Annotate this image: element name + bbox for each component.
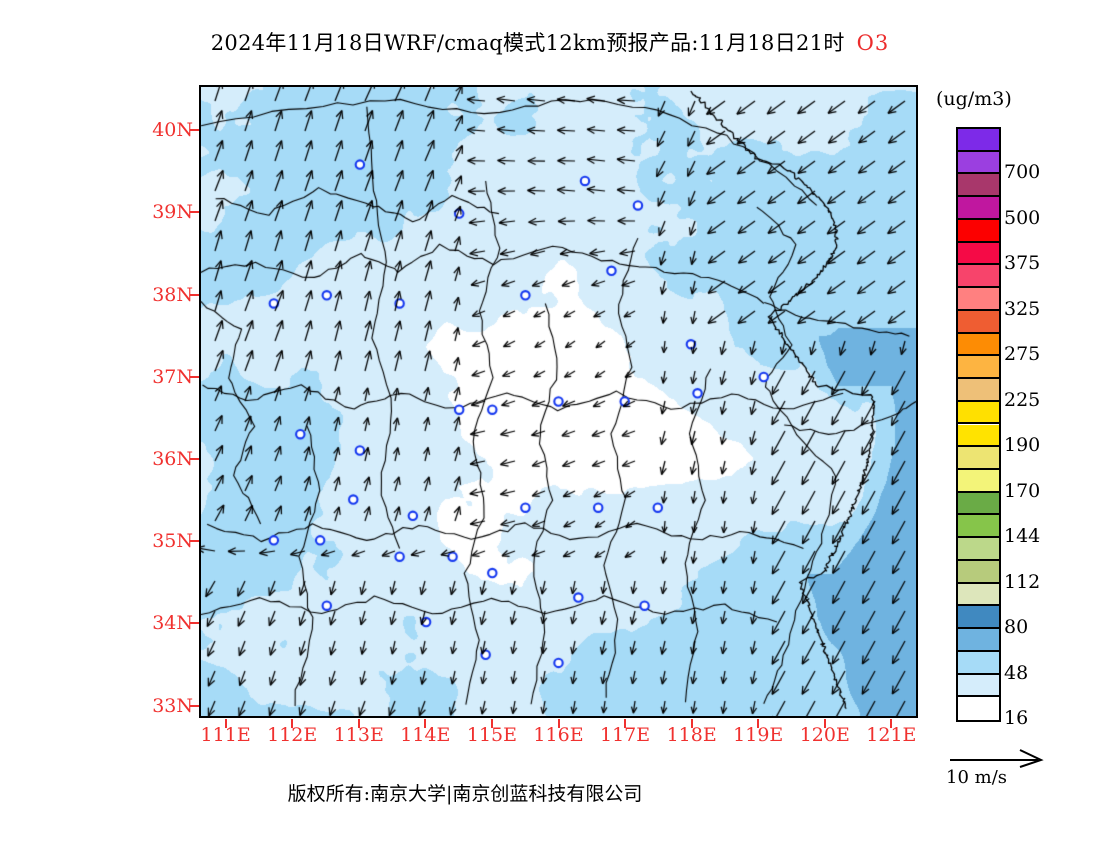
longitude-tick-label: 118E	[666, 724, 717, 746]
latitude-tick-label: 35N	[152, 530, 193, 553]
colorbar-tick-label: 144	[1004, 525, 1041, 548]
latitude-tick-mark	[190, 129, 199, 132]
colorbar-cell[interactable]	[958, 151, 999, 175]
longitude-tick-mark	[624, 719, 627, 728]
colorbar-tick-label: 500	[1004, 206, 1041, 229]
colorbar[interactable]	[956, 127, 1001, 722]
colorbar-cell[interactable]	[958, 310, 999, 334]
longitude-tick-label: 115E	[466, 724, 517, 746]
colorbar-cell[interactable]	[958, 515, 999, 539]
colorbar-cell[interactable]	[958, 492, 999, 516]
longitude-tick-mark	[490, 719, 493, 728]
latitude-tick-mark	[190, 540, 199, 543]
colorbar-cell[interactable]	[958, 219, 999, 243]
colorbar-tick-label: 16	[1004, 707, 1029, 729]
copyright-footer: 版权所有:南京大学|南京创蓝科技有限公司	[287, 783, 643, 805]
colorbar-tick-label: 48	[1004, 661, 1029, 684]
colorbar-cell[interactable]	[958, 424, 999, 448]
colorbar-cell[interactable]	[958, 583, 999, 607]
colorbar-cell[interactable]	[958, 174, 999, 198]
latitude-tick-label: 33N	[152, 694, 193, 717]
colorbar-cell[interactable]	[958, 629, 999, 652]
map-plot-area[interactable]	[199, 85, 918, 718]
latitude-tick-label: 39N	[152, 201, 193, 224]
colorbar-cell[interactable]	[958, 697, 999, 720]
latitude-tick-label: 40N	[152, 119, 193, 142]
colorbar-cell[interactable]	[958, 401, 999, 425]
longitude-tick-mark	[424, 719, 427, 728]
longitude-tick-mark	[757, 719, 760, 728]
longitude-tick-mark	[823, 719, 826, 728]
colorbar-cell[interactable]	[958, 447, 999, 470]
wind-vector-canvas	[201, 87, 916, 716]
longitude-tick-label: 116E	[533, 724, 584, 746]
colorbar-cell[interactable]	[958, 469, 999, 493]
colorbar-cell[interactable]	[958, 333, 999, 357]
longitude-tick-mark	[357, 719, 360, 728]
colorbar-cell[interactable]	[958, 379, 999, 402]
colorbar-tick-label: 112	[1004, 570, 1041, 593]
colorbar-cell[interactable]	[958, 560, 999, 584]
colorbar-tick-label: 700	[1004, 161, 1041, 184]
colorbar-cell[interactable]	[958, 197, 999, 220]
colorbar-cell[interactable]	[958, 651, 999, 675]
longitude-tick-label: 117E	[599, 724, 651, 746]
colorbar-cell[interactable]	[958, 538, 999, 561]
page-title: 2024年11月18日WRF/cmaq模式12km预报产品:11月18日21时 O…	[0, 27, 1100, 57]
latitude-tick-label: 38N	[152, 283, 193, 306]
species-label: O3	[856, 31, 890, 55]
colorbar-cell[interactable]	[958, 242, 999, 266]
longitude-tick-label: 119E	[733, 724, 784, 746]
colorbar-cell[interactable]	[958, 674, 999, 698]
colorbar-tick-label: 170	[1004, 479, 1041, 502]
latitude-tick-mark	[190, 458, 199, 461]
longitude-tick-mark	[890, 719, 893, 728]
colorbar-cell[interactable]	[958, 606, 999, 630]
longitude-tick-label: 120E	[799, 724, 850, 746]
colorbar-tick-label: 375	[1004, 252, 1041, 275]
longitude-tick-label: 121E	[866, 724, 917, 746]
longitude-tick-mark	[224, 719, 227, 728]
latitude-tick-mark	[190, 293, 199, 296]
longitude-tick-mark	[291, 719, 294, 728]
wind-scale-label: 10 m/s	[946, 767, 1007, 788]
latitude-tick-mark	[190, 704, 199, 707]
longitude-tick-mark	[690, 719, 693, 728]
colorbar-tick-label: 325	[1004, 297, 1041, 320]
longitude-tick-label: 112E	[267, 724, 318, 746]
colorbar-cell[interactable]	[958, 288, 999, 311]
latitude-tick-label: 36N	[152, 448, 193, 471]
latitude-tick-label: 37N	[152, 365, 193, 388]
title-text: 2024年11月18日WRF/cmaq模式12km预报产品:11月18日21时	[210, 31, 845, 55]
colorbar-cell[interactable]	[958, 265, 999, 289]
longitude-tick-label: 114E	[400, 724, 451, 746]
longitude-tick-label: 113E	[333, 724, 384, 746]
longitude-tick-mark	[557, 719, 560, 728]
colorbar-tick-label: 275	[1004, 343, 1041, 366]
colorbar-cell[interactable]	[958, 129, 999, 152]
colorbar-cell[interactable]	[958, 356, 999, 380]
latitude-tick-label: 34N	[152, 612, 193, 635]
latitude-tick-mark	[190, 622, 199, 625]
colorbar-tick-label: 225	[1004, 388, 1041, 411]
latitude-tick-mark	[190, 211, 199, 214]
colorbar-unit-label: (ug/m3)	[936, 88, 1012, 110]
colorbar-tick-label: 80	[1004, 616, 1029, 639]
latitude-tick-mark	[190, 375, 199, 378]
wind-scale-arrow-icon	[946, 748, 1086, 770]
colorbar-tick-label: 190	[1004, 434, 1041, 457]
longitude-tick-label: 111E	[200, 724, 251, 746]
